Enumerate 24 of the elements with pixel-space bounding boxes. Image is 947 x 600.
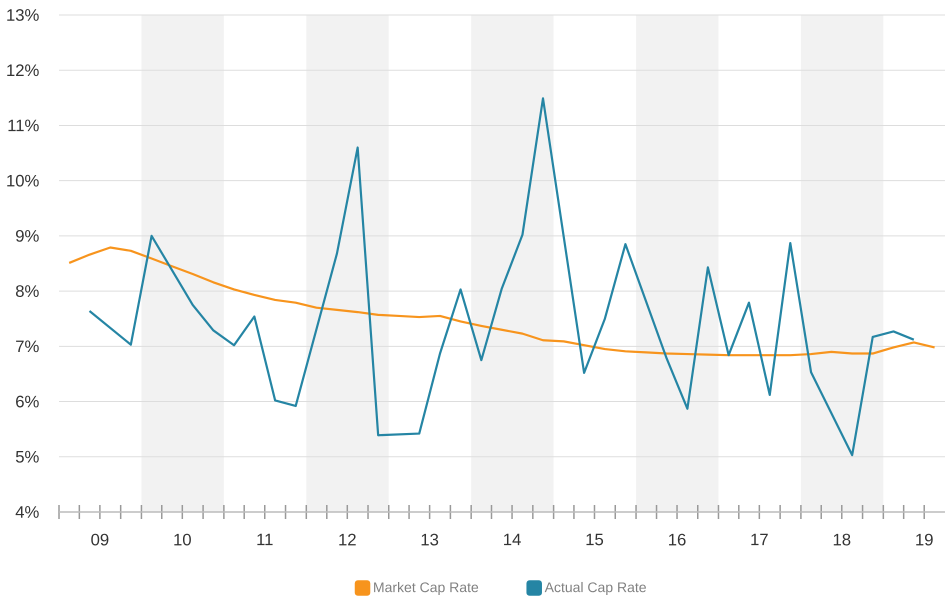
legend-label: Actual Cap Rate <box>544 582 646 596</box>
x-tick-label: 14 <box>504 534 521 546</box>
x-tick-label: 12 <box>339 534 356 546</box>
y-tick-label: 12% <box>7 64 39 76</box>
x-tick-label: 13 <box>422 534 438 546</box>
line-series <box>88 97 915 456</box>
x-tick-label: 15 <box>586 534 604 546</box>
x-tick-label: 11 <box>257 534 273 546</box>
legend-label: Market Cap Rate <box>374 582 478 596</box>
x-tick-label: 09 <box>91 534 108 546</box>
y-tick-label: 5% <box>16 450 39 463</box>
y-tick-label: 9% <box>16 230 39 242</box>
y-tick-label: 10% <box>7 174 39 187</box>
x-tick-label: 10 <box>174 534 191 546</box>
x-tick-label: 17 <box>751 534 768 546</box>
y-tick-label: 4% <box>16 506 39 518</box>
y-tick-label: 6% <box>16 396 39 408</box>
y-tick-label: 11% <box>8 120 39 132</box>
x-tick-label: 19 <box>916 534 933 546</box>
y-tick-label: 8% <box>16 285 39 298</box>
x-tick-label: 18 <box>834 534 850 546</box>
y-tick-label: 13% <box>7 9 39 21</box>
x-tick-label: 16 <box>669 534 686 546</box>
y-tick-label: 7% <box>16 340 39 352</box>
